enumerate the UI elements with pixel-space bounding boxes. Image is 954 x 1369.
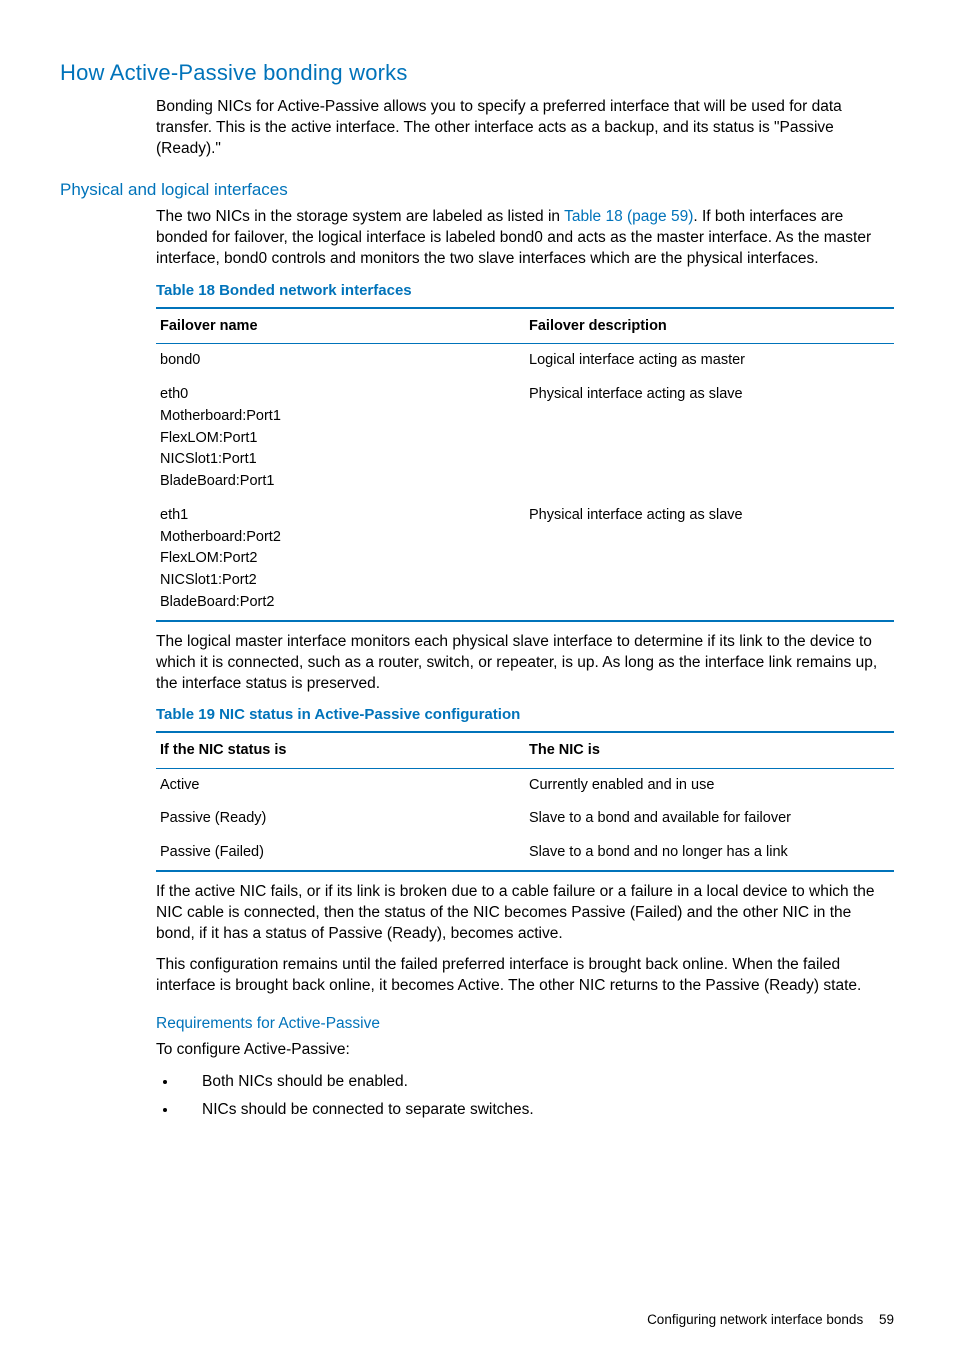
table-19-header-1: If the NIC status is bbox=[156, 732, 525, 768]
t19-r2-desc: Slave to a bond and no longer has a link bbox=[525, 836, 894, 871]
table-row: bond0 Logical interface acting as master bbox=[156, 344, 894, 378]
t19-r0-status: Active bbox=[156, 768, 525, 802]
para-requirements-intro: To configure Active-Passive: bbox=[156, 1040, 894, 1061]
t18-r1-name: eth0 Motherboard:Port1 FlexLOM:Port1 NIC… bbox=[156, 378, 525, 499]
table-row: Passive (Failed) Slave to a bond and no … bbox=[156, 836, 894, 871]
page-footer: Configuring network interface bonds 59 bbox=[60, 1311, 894, 1330]
section-title-physical-logical: Physical and logical interfaces bbox=[60, 178, 894, 202]
table-row: Active Currently enabled and in use bbox=[156, 768, 894, 802]
list-item: NICs should be connected to separate swi… bbox=[178, 1099, 894, 1121]
para-after-t19-a: If the active NIC fails, or if its link … bbox=[156, 882, 894, 945]
table-19-header-2: The NIC is bbox=[525, 732, 894, 768]
t18-r0-name: bond0 bbox=[156, 344, 525, 378]
t18-r2-name: eth1 Motherboard:Port2 FlexLOM:Port2 NIC… bbox=[156, 499, 525, 621]
table-18: Failover name Failover description bond0… bbox=[156, 307, 894, 622]
table-18-caption: Table 18 Bonded network interfaces bbox=[156, 280, 894, 301]
section-title-requirements: Requirements for Active-Passive bbox=[156, 1013, 894, 1035]
para-how-ap-works: Bonding NICs for Active-Passive allows y… bbox=[156, 97, 894, 160]
table-19: If the NIC status is The NIC is Active C… bbox=[156, 731, 894, 872]
t18-r2-desc: Physical interface acting as slave bbox=[525, 499, 894, 621]
footer-page-number: 59 bbox=[879, 1311, 894, 1330]
footer-text: Configuring network interface bonds bbox=[647, 1312, 863, 1327]
t19-r1-status: Passive (Ready) bbox=[156, 802, 525, 836]
link-table-18[interactable]: Table 18 (page 59) bbox=[564, 208, 693, 225]
requirements-list: Both NICs should be enabled. NICs should… bbox=[178, 1071, 894, 1120]
table-row: eth0 Motherboard:Port1 FlexLOM:Port1 NIC… bbox=[156, 378, 894, 499]
para-pl-pre: The two NICs in the storage system are l… bbox=[156, 208, 564, 225]
table-row: eth1 Motherboard:Port2 FlexLOM:Port2 NIC… bbox=[156, 499, 894, 621]
table-18-header-2: Failover description bbox=[525, 308, 894, 344]
t19-r1-desc: Slave to a bond and available for failov… bbox=[525, 802, 894, 836]
table-row: Passive (Ready) Slave to a bond and avai… bbox=[156, 802, 894, 836]
t18-r1-desc: Physical interface acting as slave bbox=[525, 378, 894, 499]
list-item: Both NICs should be enabled. bbox=[178, 1071, 894, 1093]
para-after-t18: The logical master interface monitors ea… bbox=[156, 632, 894, 695]
para-after-t19-b: This configuration remains until the fai… bbox=[156, 955, 894, 997]
t18-r0-desc: Logical interface acting as master bbox=[525, 344, 894, 378]
table-18-header-1: Failover name bbox=[156, 308, 525, 344]
t19-r2-status: Passive (Failed) bbox=[156, 836, 525, 871]
table-19-caption: Table 19 NIC status in Active-Passive co… bbox=[156, 704, 894, 725]
para-physical-logical: The two NICs in the storage system are l… bbox=[156, 207, 894, 270]
t19-r0-desc: Currently enabled and in use bbox=[525, 768, 894, 802]
section-title-how-ap-works: How Active-Passive bonding works bbox=[60, 58, 894, 89]
